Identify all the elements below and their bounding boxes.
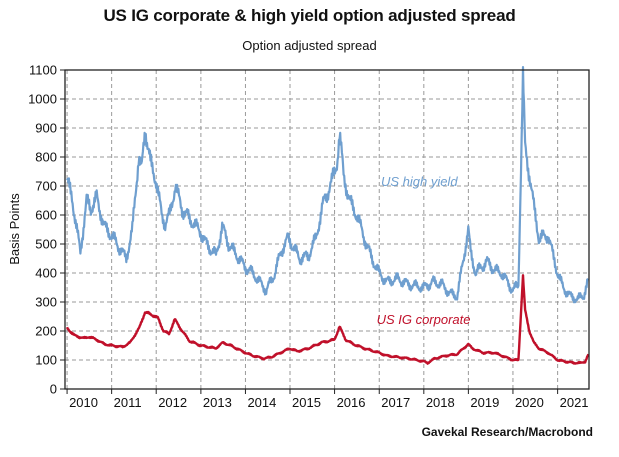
x-tick-label: 2019 [470,395,499,410]
chart-title: US IG corporate & high yield option adju… [103,6,516,25]
y-tick-label: 400 [35,266,57,281]
series-label: US high yield [381,174,458,189]
x-tick-label: 2015 [292,395,321,410]
chart-subtitle: Option adjusted spread [242,38,377,53]
x-tick-label: 2017 [381,395,410,410]
y-axis-ticks: 0 100 200 300 400 500 600 700 800 900 1000 1100 [28,63,65,397]
x-tick-label: 2010 [69,395,98,410]
y-tick-label: 900 [35,121,57,136]
series-labels: US high yield US IG corporate [377,174,471,327]
y-tick-label: 0 [50,382,57,397]
y-tick-label: 1100 [29,63,57,78]
x-tick-label: 2013 [203,395,232,410]
source-note: Gavekal Research/Macrobond [421,425,593,439]
y-tick-label: 300 [35,295,57,310]
x-tick-label: 2016 [337,395,366,410]
x-tick-label: 2011 [114,395,142,410]
x-tick-label: 2014 [247,395,276,410]
y-tick-label: 700 [35,179,57,194]
grid-lines [65,70,589,389]
series-line-high-yield [66,66,590,304]
x-tick-label: 2021 [560,395,589,410]
series-label: US IG corporate [377,312,471,327]
y-tick-label: 200 [35,324,57,339]
series-line-ig-corporate [65,274,590,365]
x-tick-label: 2018 [426,395,455,410]
y-axis-title: Basis Points [7,193,22,265]
x-tick-label: 2012 [158,395,187,410]
y-tick-label: 100 [35,353,57,368]
series-lines [65,66,590,365]
plot-frame [64,69,590,390]
x-axis-ticks: 2010 2011 2012 2013 2014 2015 2016 2017 2018 2019… [66,389,589,410]
y-tick-label: 800 [35,150,57,165]
y-tick-label: 1000 [28,92,57,107]
y-tick-label: 500 [35,237,57,252]
y-tick-label: 600 [35,208,57,223]
x-tick-label: 2020 [515,395,544,410]
